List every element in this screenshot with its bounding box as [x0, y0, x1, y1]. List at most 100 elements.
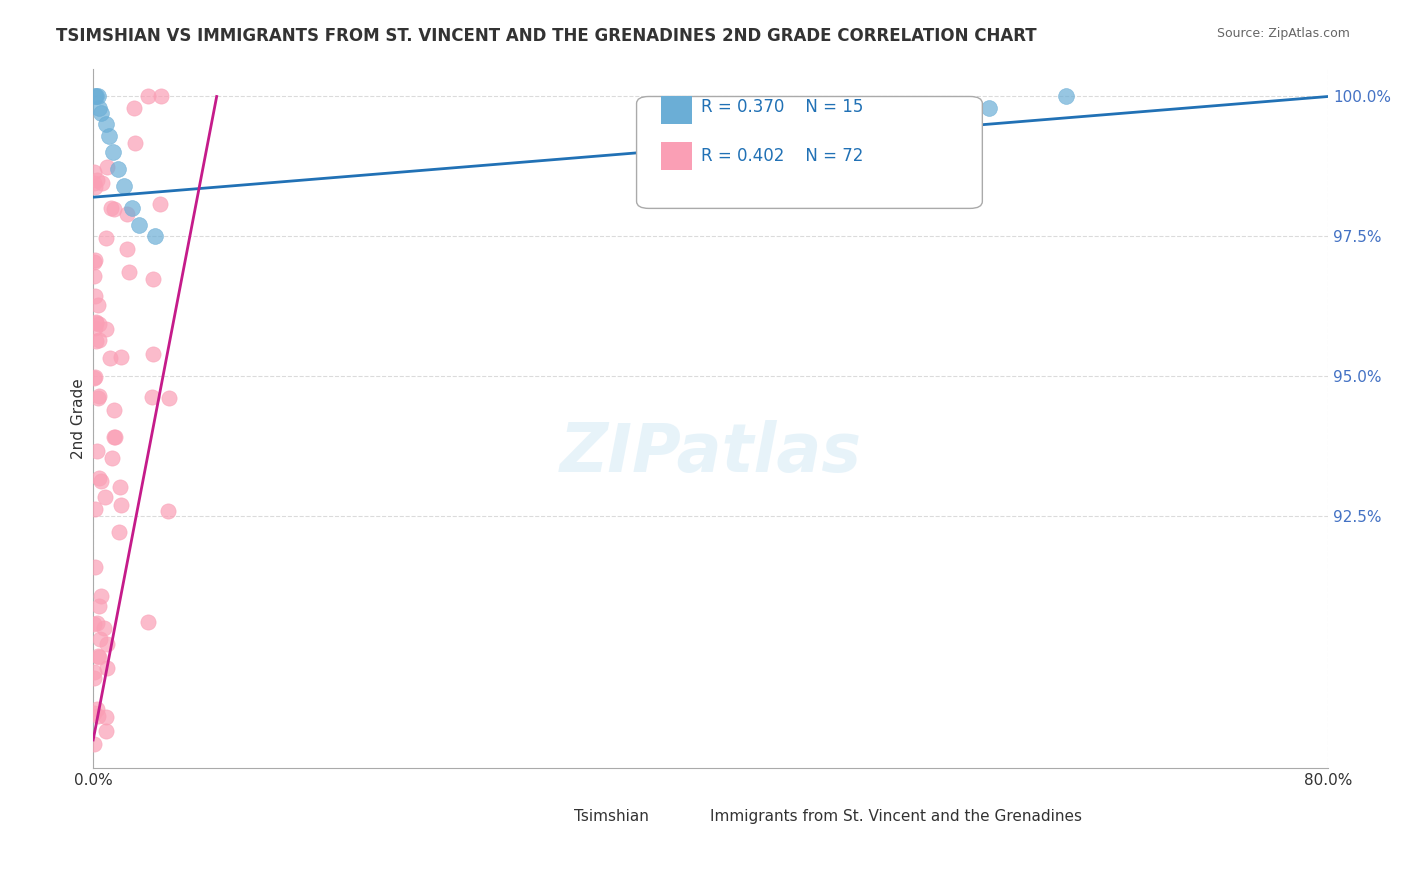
Point: [149, 196, 172, 211]
Point: [87, 334, 110, 348]
Point: [143, 229, 166, 244]
Point: [110, 350, 132, 364]
Point: [117, 242, 139, 256]
Point: [115, 207, 138, 221]
Point: [87, 89, 110, 103]
Point: [141, 390, 163, 404]
Point: [84, 369, 107, 384]
Point: [90, 590, 112, 604]
Point: [142, 272, 165, 286]
Point: [94, 118, 117, 132]
Bar: [723, 808, 754, 825]
Text: TSIMSHIAN VS IMMIGRANTS FROM ST. VINCENT AND THE GRENADINES 2ND GRADE CORRELATIO: TSIMSHIAN VS IMMIGRANTS FROM ST. VINCENT…: [56, 27, 1036, 45]
Point: [142, 346, 165, 360]
Point: [84, 321, 107, 335]
FancyBboxPatch shape: [637, 96, 983, 209]
Point: [86, 616, 108, 631]
Point: [1054, 89, 1077, 103]
Point: [107, 525, 129, 540]
Point: [136, 89, 159, 103]
Point: [83, 255, 105, 269]
Point: [89, 471, 111, 485]
Point: [156, 504, 179, 518]
Point: [150, 89, 173, 103]
Point: [83, 616, 105, 631]
Point: [84, 89, 107, 103]
Point: [96, 723, 118, 738]
Point: [90, 106, 112, 120]
Point: [103, 202, 125, 216]
Text: ZIPatlas: ZIPatlas: [560, 420, 862, 486]
Point: [89, 101, 111, 115]
Point: [83, 706, 105, 720]
Text: R = 0.402    N = 72: R = 0.402 N = 72: [700, 147, 863, 165]
Point: [83, 371, 105, 385]
Point: [89, 632, 111, 646]
Point: [136, 615, 159, 630]
Point: [83, 737, 105, 751]
Point: [97, 128, 120, 143]
Point: [84, 316, 107, 330]
Point: [103, 430, 125, 444]
Point: [100, 201, 122, 215]
Point: [93, 621, 115, 635]
Point: [96, 661, 118, 675]
Y-axis label: 2nd Grade: 2nd Grade: [72, 378, 86, 458]
Point: [124, 136, 146, 150]
Point: [118, 265, 141, 279]
Point: [90, 474, 112, 488]
Point: [107, 162, 129, 177]
Point: [96, 637, 118, 651]
Point: [84, 560, 107, 574]
Point: [94, 709, 117, 723]
Text: R = 0.370    N = 15: R = 0.370 N = 15: [700, 98, 863, 116]
Text: Immigrants from St. Vincent and the Grenadines: Immigrants from St. Vincent and the Gren…: [710, 809, 1081, 824]
Point: [86, 173, 108, 187]
Point: [86, 444, 108, 458]
Text: Source: ZipAtlas.com: Source: ZipAtlas.com: [1216, 27, 1350, 40]
Point: [121, 202, 143, 216]
Point: [128, 218, 150, 232]
Point: [104, 430, 127, 444]
Point: [83, 89, 105, 103]
Point: [83, 671, 105, 685]
Point: [83, 289, 105, 303]
Point: [108, 480, 131, 494]
Point: [96, 161, 118, 175]
Point: [89, 317, 111, 331]
Point: [98, 351, 121, 365]
Point: [94, 230, 117, 244]
Point: [84, 180, 107, 194]
Point: [87, 391, 110, 405]
Point: [89, 599, 111, 613]
Point: [84, 315, 107, 329]
Point: [83, 176, 105, 190]
Point: [84, 334, 107, 348]
Point: [89, 649, 111, 664]
Bar: [661, 96, 692, 125]
Point: [86, 702, 108, 716]
Point: [112, 179, 135, 194]
Point: [84, 502, 107, 516]
Point: [977, 101, 1000, 115]
Bar: [661, 142, 692, 170]
Point: [90, 176, 112, 190]
Point: [83, 665, 105, 679]
Point: [87, 708, 110, 723]
Point: [83, 269, 105, 284]
Point: [93, 490, 115, 504]
Point: [122, 101, 145, 115]
Point: [103, 402, 125, 417]
Bar: [531, 808, 562, 825]
Point: [87, 389, 110, 403]
Text: Tsimshian: Tsimshian: [575, 809, 650, 824]
Point: [110, 498, 132, 512]
Point: [94, 321, 117, 335]
Point: [87, 648, 110, 663]
Point: [83, 165, 105, 179]
Point: [84, 252, 107, 267]
Point: [101, 450, 124, 465]
Point: [87, 298, 110, 312]
Point: [103, 145, 125, 160]
Point: [157, 391, 180, 405]
